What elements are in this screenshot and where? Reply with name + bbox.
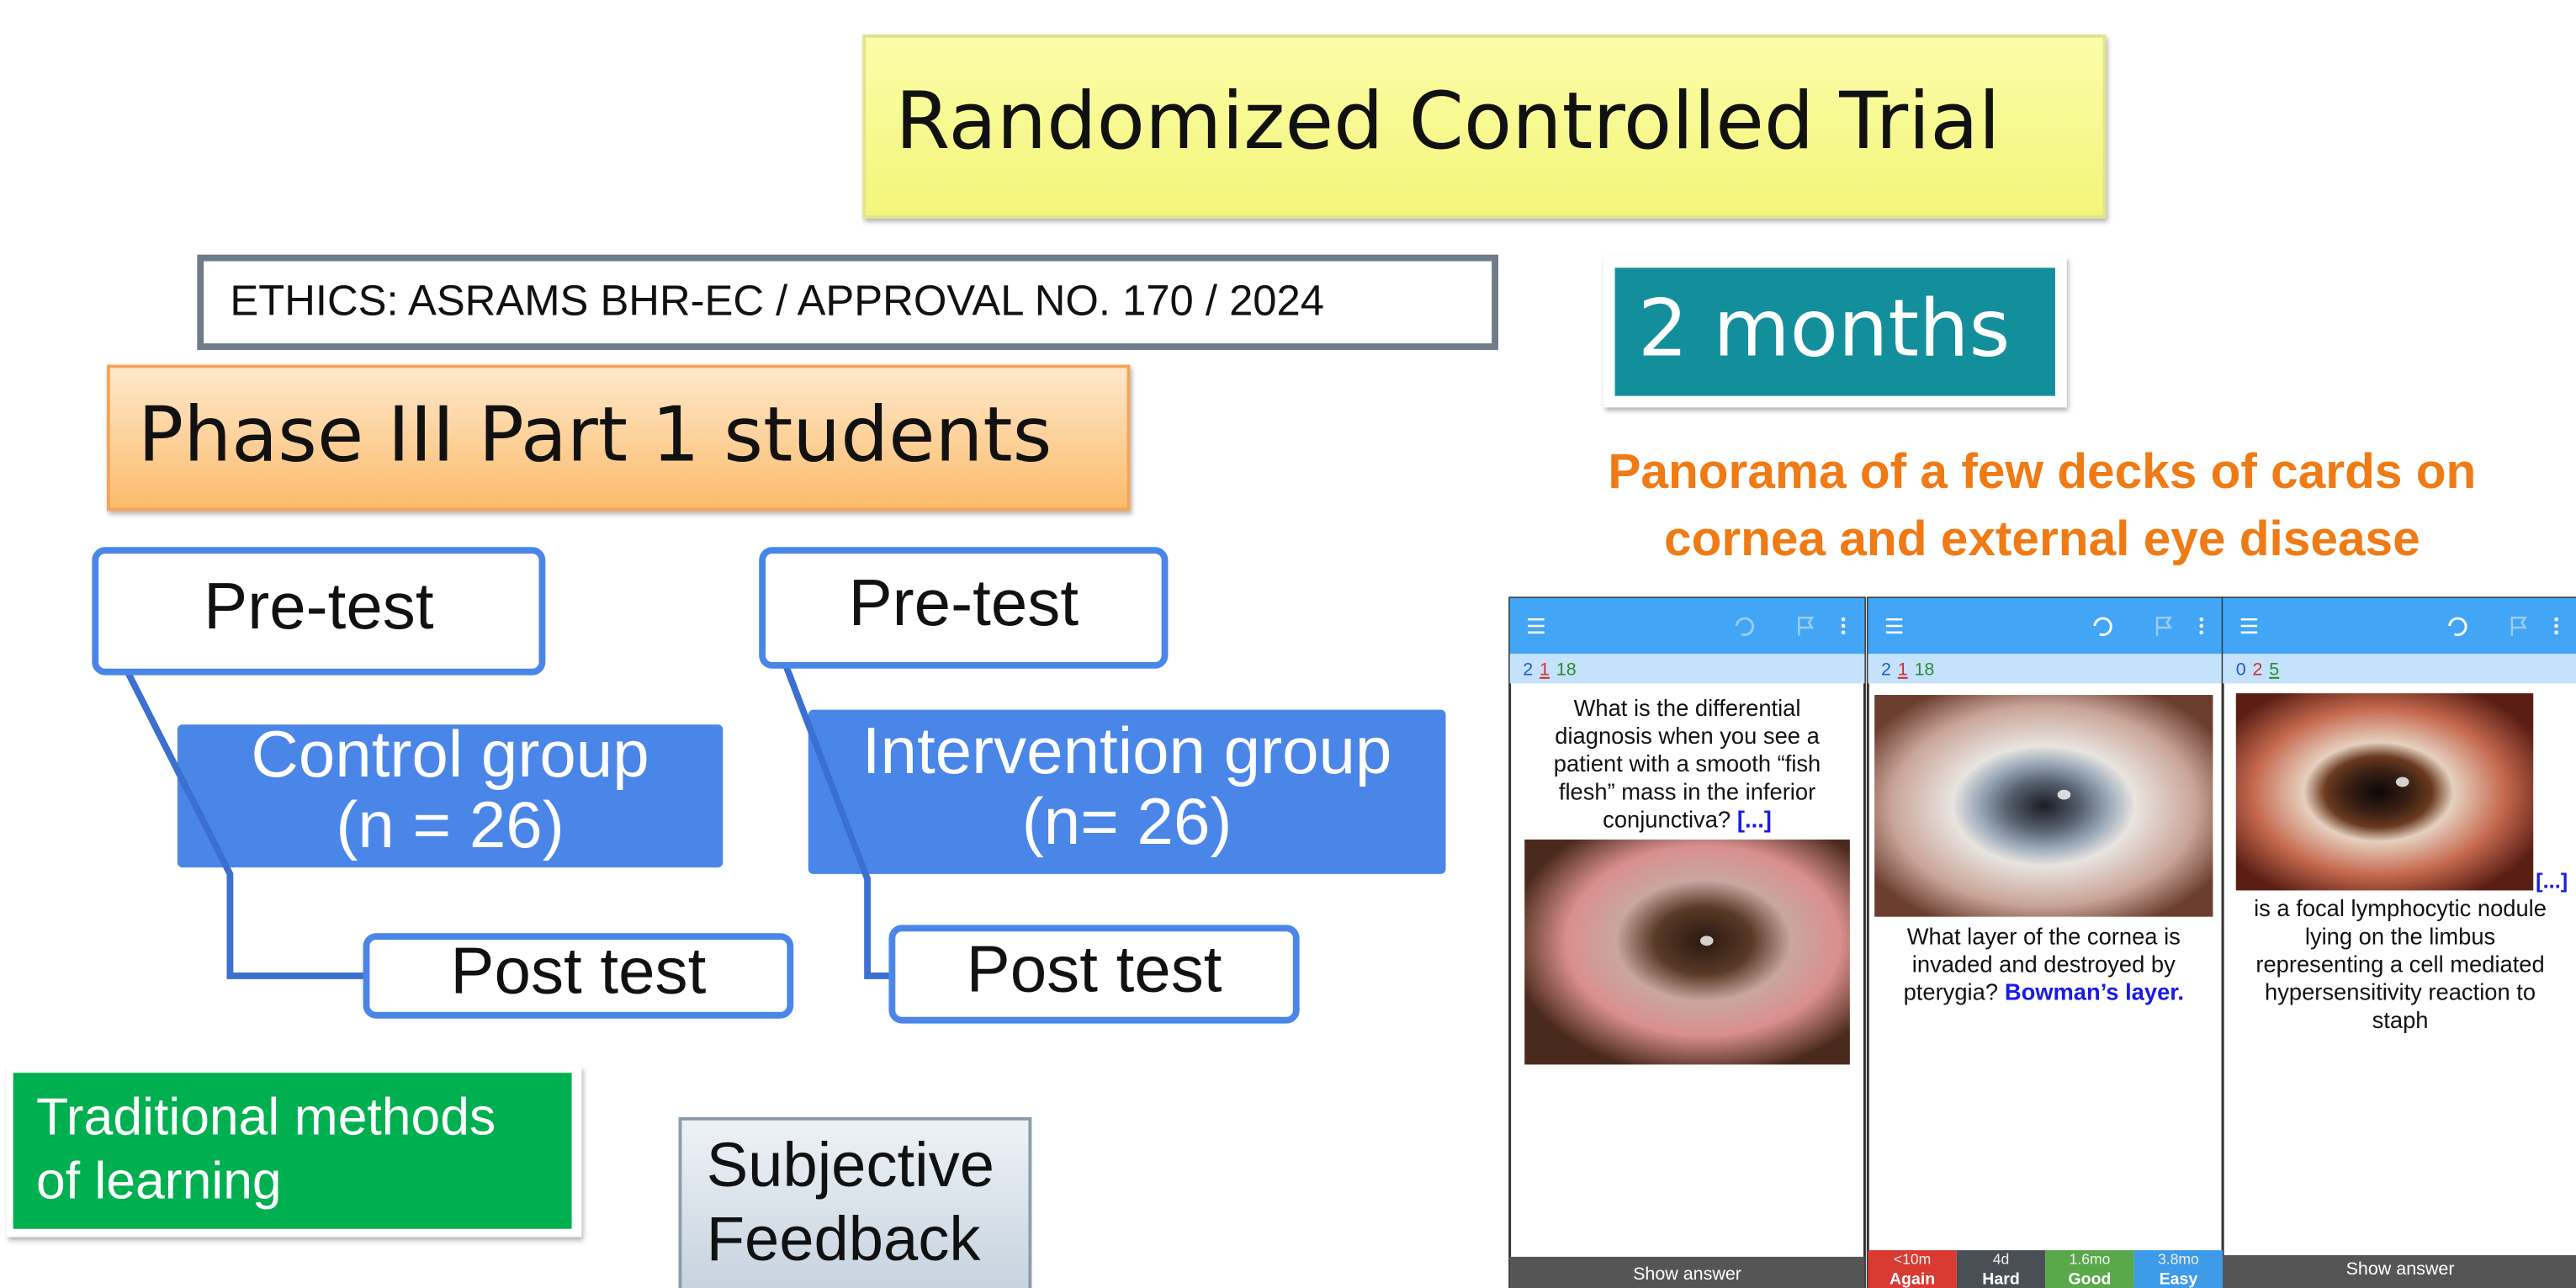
card-text: representing a cell mediated	[2255, 951, 2544, 977]
cloze: [...]	[1737, 807, 1772, 833]
duration-text: 2 months	[1638, 283, 2010, 374]
card-text: diagnosis when you see a	[1555, 723, 1820, 749]
button-interval: 4d	[1993, 1250, 2010, 1267]
feedback-text: Feedback	[707, 1204, 982, 1274]
count: 1	[1898, 659, 1908, 679]
pretest-label: Pre-test	[204, 569, 434, 643]
button-interval: <10m	[1894, 1250, 1931, 1267]
card-text: hypersensitivity reaction to	[2265, 979, 2536, 1005]
pretest-label: Pre-test	[849, 565, 1079, 639]
count: 2	[1881, 659, 1891, 679]
button-interval: 1.6mo	[2070, 1250, 2111, 1267]
page: {"title":"Randomized Controlled Trial", …	[0, 0, 2576, 1288]
count: 1	[1540, 659, 1550, 679]
card-text: What layer of the cornea is	[1907, 923, 2181, 949]
more-icon	[2199, 624, 2203, 628]
card-image-highlight	[2058, 790, 2071, 800]
card-image	[1524, 840, 1850, 1065]
show-answer: Show answer	[2346, 1259, 2455, 1279]
more-icon	[2199, 617, 2203, 622]
traditional-text: Traditional methods	[36, 1087, 496, 1146]
card-image	[2236, 693, 2533, 890]
answer: Bowman’s layer.	[2005, 979, 2184, 1005]
card-text: conjunctiva?[...]	[1603, 807, 1772, 833]
feedback-text: Subjective	[707, 1130, 994, 1200]
count: 5	[2269, 659, 2279, 679]
button-label: Again	[1890, 1269, 1935, 1288]
posttest-label: Post test	[450, 934, 706, 1008]
more-icon	[1842, 630, 1846, 634]
card-text: flesh” mass in the inferior	[1559, 778, 1815, 804]
population-text: Phase III Part 1 students	[138, 392, 1052, 480]
card-image-highlight	[1700, 936, 1714, 946]
button-label: Hard	[1982, 1269, 2019, 1288]
card-text: is a focal lymphocytic nodule	[2254, 895, 2547, 921]
count: 2	[2253, 659, 2263, 679]
card-text: invaded and destroyed by	[1912, 951, 2176, 977]
card-image-highlight	[2396, 777, 2409, 787]
button-label: Easy	[2160, 1269, 2198, 1288]
posttest-label: Post test	[967, 932, 1222, 1006]
card-text: pterygia? Bowman’s layer.	[1904, 979, 2184, 1005]
count: 18	[1914, 659, 1934, 679]
more-icon	[2554, 617, 2558, 622]
card-text: staph	[2372, 1007, 2429, 1033]
caption: cornea and external eye disease	[1664, 511, 2420, 566]
traditional-text: of learning	[36, 1151, 282, 1210]
group-label: Control group	[251, 717, 649, 791]
card-text: lying on the limbus	[2305, 923, 2495, 949]
group-label: Intervention group	[862, 713, 1392, 787]
card-image	[1874, 695, 2213, 917]
card-text-part: pterygia?	[1904, 979, 1998, 1005]
title: Randomized Controlled Trial	[895, 76, 2000, 167]
group-size: (n = 26)	[336, 787, 564, 861]
group-size: (n= 26)	[1022, 784, 1232, 858]
count: 18	[1556, 659, 1577, 679]
card-text-part: conjunctiva?	[1603, 807, 1731, 833]
card-text: What is the differential	[1574, 695, 1801, 721]
more-icon	[2554, 624, 2558, 628]
more-icon	[1842, 624, 1846, 628]
card-text: patient with a smooth “fish	[1554, 750, 1821, 777]
button-interval: 3.8mo	[2158, 1250, 2199, 1267]
slide: Randomized Controlled Trial ETHICS: ASRAM…	[0, 0, 2576, 1288]
button-label: Good	[2068, 1269, 2111, 1288]
count: 2	[1523, 659, 1533, 679]
cloze: [...]	[2536, 869, 2568, 893]
ethics-text: ETHICS: ASRAMS BHR-EC / APPROVAL NO. 170…	[230, 277, 1324, 325]
more-icon	[1842, 617, 1846, 622]
more-icon	[2554, 630, 2558, 634]
more-icon	[2199, 630, 2203, 634]
count: 0	[2236, 659, 2246, 679]
show-answer: Show answer	[1633, 1264, 1741, 1284]
caption: Panorama of a few decks of cards on	[1608, 444, 2476, 499]
